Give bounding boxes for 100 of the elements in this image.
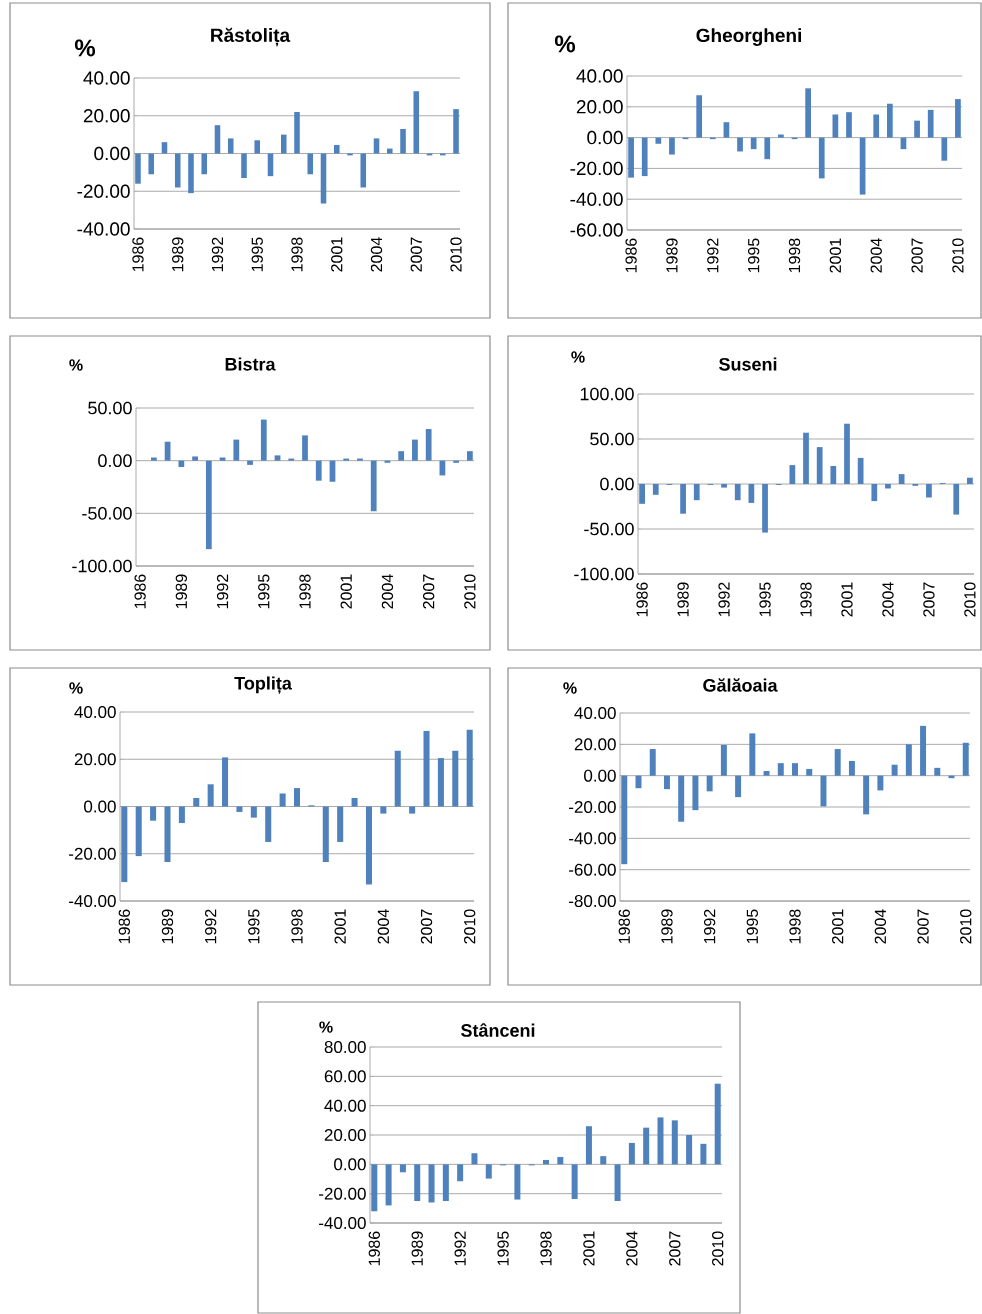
bar [307, 153, 314, 175]
bar [926, 484, 932, 498]
bar [914, 120, 920, 138]
x-tick-label: 2010 [450, 237, 462, 272]
bar [360, 153, 367, 188]
y-tick-label: -40.00 [569, 832, 616, 845]
bar [585, 1126, 592, 1165]
bar [543, 1159, 550, 1165]
bar [723, 122, 730, 138]
bar [891, 764, 898, 776]
x-tick-label: 2010 [960, 909, 972, 944]
bar [967, 477, 973, 484]
y-tick-label: -50.00 [82, 506, 132, 520]
bar [792, 763, 798, 776]
bar [749, 733, 756, 776]
bar [467, 451, 473, 461]
x-tick-label: 2004 [377, 909, 390, 944]
bar [337, 806, 344, 842]
x-tick-label: 1989 [172, 237, 184, 272]
bar [178, 806, 185, 824]
x-tick-label: 1998 [800, 582, 812, 617]
bar [571, 1164, 578, 1199]
bar [135, 806, 142, 857]
bar [657, 1117, 664, 1165]
x-tick-label: 2007 [911, 238, 923, 273]
bar [763, 770, 770, 776]
bar [385, 1164, 392, 1206]
x-tick-label: 2010 [464, 909, 476, 944]
y-tick-label: 50.00 [88, 401, 132, 415]
x-tick-label: 2001 [331, 237, 343, 272]
bar [205, 460, 212, 550]
x-tick-label: 1998 [789, 909, 801, 944]
bar [193, 798, 200, 807]
x-tick-label: 2010 [952, 238, 964, 273]
bar [188, 153, 194, 194]
bar [877, 775, 884, 791]
chart-title: Bistra [225, 357, 276, 371]
y-tick-label: 80.00 [324, 1040, 366, 1054]
y-tick-label: -60.00 [570, 223, 623, 237]
bar [471, 1153, 478, 1165]
x-tick-label: 1986 [636, 582, 648, 617]
x-tick-label: 1998 [291, 237, 303, 272]
bar [452, 750, 459, 807]
bar [150, 806, 157, 821]
x-tick-label: 2001 [583, 1231, 595, 1266]
bar [442, 1164, 449, 1202]
bar [398, 451, 405, 461]
bar [485, 1164, 492, 1179]
bar [414, 1164, 421, 1202]
y-tick-label: 0.00 [600, 477, 634, 491]
y-tick-label: 40.00 [576, 69, 623, 83]
y-tick-label: -20.00 [77, 184, 130, 198]
bar [412, 439, 418, 461]
bar [557, 1157, 564, 1165]
bar [941, 137, 948, 161]
bar [873, 114, 880, 138]
y-tick-label: -50.00 [584, 522, 634, 536]
bar [714, 1083, 721, 1165]
chart-title: Toplița [234, 676, 292, 694]
bar [365, 806, 372, 885]
bar [803, 432, 809, 484]
bar [371, 1164, 378, 1212]
x-tick-label: 2004 [370, 237, 383, 272]
bar [680, 484, 686, 514]
y-tick-label: 20.00 [574, 738, 616, 751]
bar [514, 1164, 521, 1200]
bar [247, 460, 253, 465]
bar [905, 744, 912, 776]
x-tick-label: 1998 [788, 238, 801, 273]
bar [693, 484, 700, 501]
bar [380, 806, 387, 814]
bar [254, 140, 261, 154]
x-tick-label: 1995 [747, 238, 760, 273]
bar [322, 806, 329, 863]
y-tick-label: 40.00 [83, 71, 130, 85]
x-tick-label: 1995 [759, 582, 771, 617]
x-tick-label: 1992 [707, 238, 719, 273]
x-tick-label: 2001 [340, 574, 352, 609]
y-tick-label: -40.00 [570, 192, 623, 206]
y-tick-label: 40.00 [574, 706, 616, 720]
x-tick-label: 1989 [161, 909, 174, 944]
y-tick-label: 0.00 [98, 454, 132, 468]
x-tick-label: 2004 [381, 574, 394, 609]
x-tick-label: 1986 [625, 238, 637, 273]
y-tick-label: 20.00 [83, 109, 130, 123]
x-tick-label: 2010 [464, 574, 476, 609]
x-tick-label: 2007 [410, 237, 422, 272]
y-axis-title: % [554, 35, 576, 53]
bar [428, 1164, 435, 1203]
x-tick-label: 1992 [718, 582, 730, 617]
bar [437, 758, 444, 807]
x-tick-label: 1992 [205, 909, 217, 944]
x-tick-label: 1992 [454, 1231, 466, 1266]
x-tick-label: 1989 [661, 909, 673, 944]
bar [955, 99, 961, 138]
bar [655, 137, 662, 144]
y-tick-label: -40.00 [319, 1216, 366, 1230]
bar [818, 137, 825, 179]
bar [148, 153, 155, 175]
bar [241, 153, 247, 179]
